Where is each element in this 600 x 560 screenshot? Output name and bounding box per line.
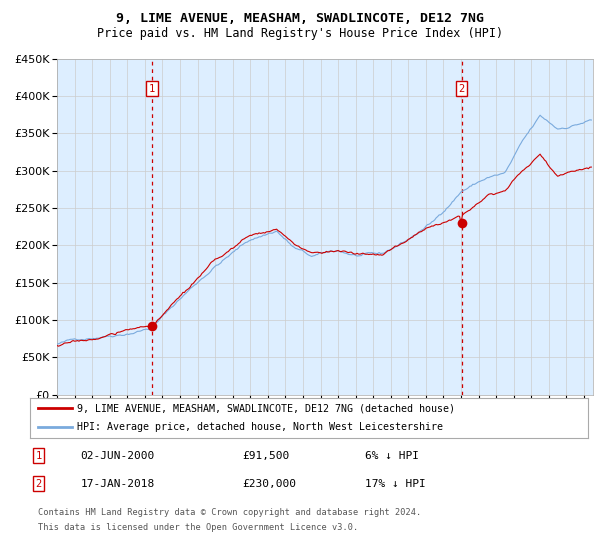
Text: 1: 1: [149, 83, 155, 94]
Text: HPI: Average price, detached house, North West Leicestershire: HPI: Average price, detached house, Nort…: [77, 422, 443, 432]
Text: 2: 2: [35, 479, 41, 489]
Text: 6% ↓ HPI: 6% ↓ HPI: [365, 451, 419, 461]
Text: 02-JUN-2000: 02-JUN-2000: [80, 451, 154, 461]
Text: Price paid vs. HM Land Registry's House Price Index (HPI): Price paid vs. HM Land Registry's House …: [97, 27, 503, 40]
Text: 17% ↓ HPI: 17% ↓ HPI: [365, 479, 425, 489]
Text: This data is licensed under the Open Government Licence v3.0.: This data is licensed under the Open Gov…: [38, 523, 359, 532]
Text: 9, LIME AVENUE, MEASHAM, SWADLINCOTE, DE12 7NG: 9, LIME AVENUE, MEASHAM, SWADLINCOTE, DE…: [116, 12, 484, 25]
Text: £91,500: £91,500: [242, 451, 289, 461]
Text: Contains HM Land Registry data © Crown copyright and database right 2024.: Contains HM Land Registry data © Crown c…: [38, 508, 422, 517]
Text: 9, LIME AVENUE, MEASHAM, SWADLINCOTE, DE12 7NG (detached house): 9, LIME AVENUE, MEASHAM, SWADLINCOTE, DE…: [77, 404, 455, 413]
Text: £230,000: £230,000: [242, 479, 296, 489]
Text: 17-JAN-2018: 17-JAN-2018: [80, 479, 154, 489]
Text: 1: 1: [35, 451, 41, 461]
Text: 2: 2: [458, 83, 465, 94]
